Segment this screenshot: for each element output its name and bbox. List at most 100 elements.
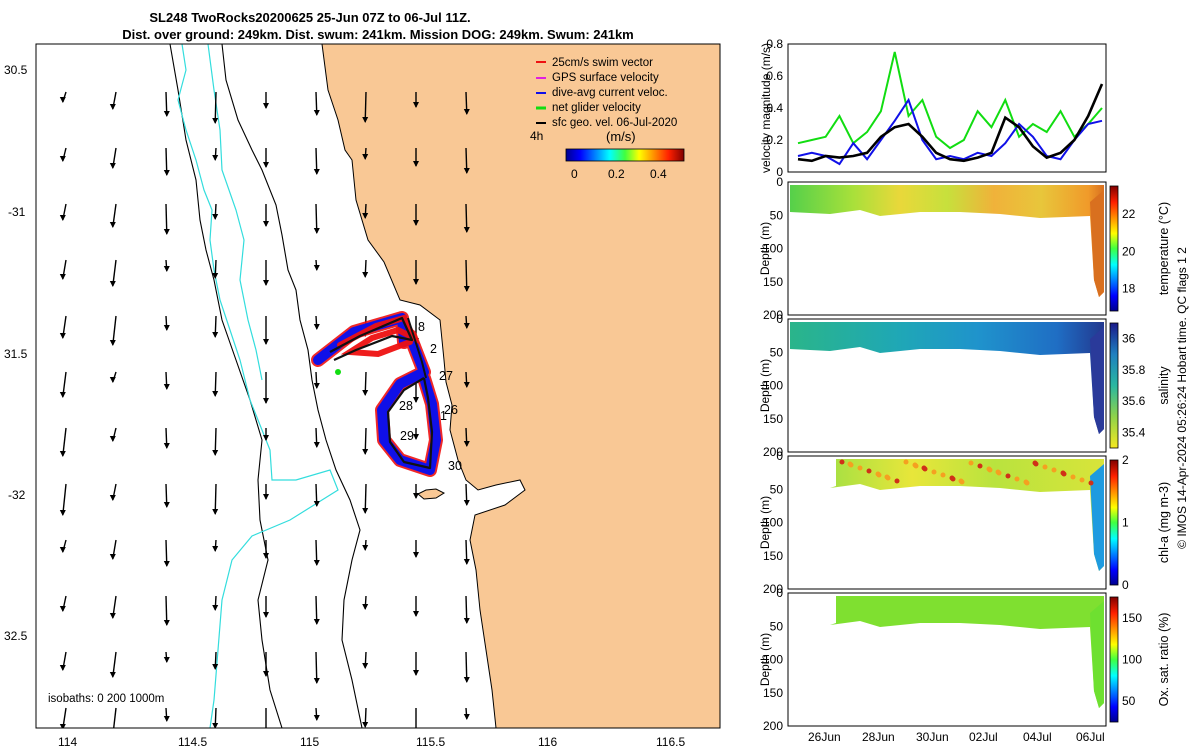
section-colorbar [1110,323,1118,448]
colorbar-tick: 150 [1122,611,1142,625]
chl-sample [904,460,909,465]
lon-tick: 114 [58,735,77,749]
colorbar-label: salinity [1157,366,1171,405]
chl-sample [932,470,937,475]
time-tick: 26Jun [808,730,841,744]
isobath-note: isobaths: 0 200 1000m [48,693,164,705]
chl-sample [858,466,863,471]
chl-sample [867,469,872,474]
colorbar-tick: 22 [1122,207,1136,221]
waypoint-27: 27 [439,369,453,383]
depth-tick: 0 [776,175,783,189]
chl-sample [941,473,946,478]
chl-sample [987,467,992,472]
chl-sample [913,463,918,468]
waypoint-29: 29 [400,429,414,443]
waypoint-2: 2 [430,342,437,356]
velocity-panel: 00.20.40.60.8 velocity magnitude (m/s) [759,37,1106,179]
lon-tick: 115.5 [416,735,445,749]
time-axis: 26Jun 28Jun 30Jun 02Jul 04Jul 06Jul [808,730,1105,744]
legend-net-glider-velocity: net glider velocity [536,102,641,114]
depth-tick: 0 [776,312,783,326]
depth-tick: 150 [763,686,783,700]
legend-gps-velocity: GPS surface velocity [536,72,659,84]
colorbar-tick: 0 [1122,578,1129,592]
colorbar-tick: 50 [1122,694,1136,708]
colorbar-prefix: 4h [530,129,543,143]
chl-sample [1061,471,1066,476]
chl-sample [1015,477,1020,482]
waypoint-30: 30 [448,459,462,473]
depth-tick: 150 [763,412,783,426]
time-tick: 06Jul [1076,730,1105,744]
colorbar-unit: (m/s) [606,129,636,144]
depth-tick: 0 [776,586,783,600]
chl-sample [1033,461,1038,466]
lon-tick: 114.5 [178,735,207,749]
colorbar-tick: 20 [1122,244,1136,258]
colorbar-tick: 35.4 [1122,425,1146,439]
depth-label: Depth (m) [758,222,772,275]
time-tick: 02Jul [969,730,998,744]
legend-sfc-geo-velocity: sfc geo. vel. 06-Jul-2020 [536,117,677,129]
time-tick: 04Jul [1023,730,1052,744]
chl-sample [1052,468,1057,473]
colorbar-label: Ox. sat. ratio (%) [1157,613,1171,707]
depth-tick: 50 [770,345,784,359]
colorbar-tick: 2 [1122,453,1129,467]
depth-tick: 150 [763,549,783,563]
depth-label: Depth (m) [758,496,772,549]
colorbar-tick: 35.8 [1122,363,1146,377]
chl-sample [876,472,881,477]
colorbar-tick: 35.6 [1122,394,1146,408]
depth-tick: 50 [770,619,784,633]
colorbar-tick: 1 [1122,516,1129,530]
chl-sample [1071,475,1076,480]
colorbar-tick: 36 [1122,332,1136,346]
section-colorbar [1110,460,1118,585]
lat-tick: 32.5 [4,629,28,643]
lat-tick: 31.5 [4,347,28,361]
chl-sample [950,476,955,481]
chl-sample [978,464,983,469]
colorbar-tick: 0.4 [650,167,667,181]
chl-sample [959,479,964,484]
chl-sample [969,461,974,466]
section-colorbar [1110,186,1118,311]
chl-sample [1043,465,1048,470]
colorbar-tick: 18 [1122,282,1136,296]
waypoint-8: 8 [418,320,425,334]
lat-tick: 30.5 [4,63,28,77]
velocity-ylabel: velocity magnitude (m/s) [759,43,773,173]
chl-sample [922,466,927,471]
velocity-colorbar [566,149,684,161]
colorbar-label: temperature (°C) [1157,202,1171,295]
chl-sample [848,462,853,467]
section-colorbar [1110,597,1118,722]
chl-sample [1006,474,1011,479]
lat-axis: 30.5 -31 31.5 -32 32.5 [4,63,28,643]
chl-sample [885,475,890,480]
time-tick: 28Jun [862,730,895,744]
depth-tick: 50 [770,208,784,222]
chl-sample [996,470,1001,475]
waypoint-28: 28 [399,399,413,413]
colorbar-tick: 0.2 [608,167,625,181]
depth-tick: 0 [776,449,783,463]
lon-tick: 116.5 [656,735,685,749]
legend-swim-vector: 25cm/s swim vector [536,57,653,69]
chl-sample [895,479,900,484]
time-tick: 30Jun [916,730,949,744]
colorbar-tick: 100 [1122,653,1142,667]
waypoint-1: 1 [440,409,447,423]
lon-tick: 115 [300,735,319,749]
lon-tick: 116 [538,735,557,749]
colorbar-tick: 0 [571,167,578,181]
svg-text:GPS surface velocity: GPS surface velocity [552,72,659,84]
depth-tick: 150 [763,275,783,289]
